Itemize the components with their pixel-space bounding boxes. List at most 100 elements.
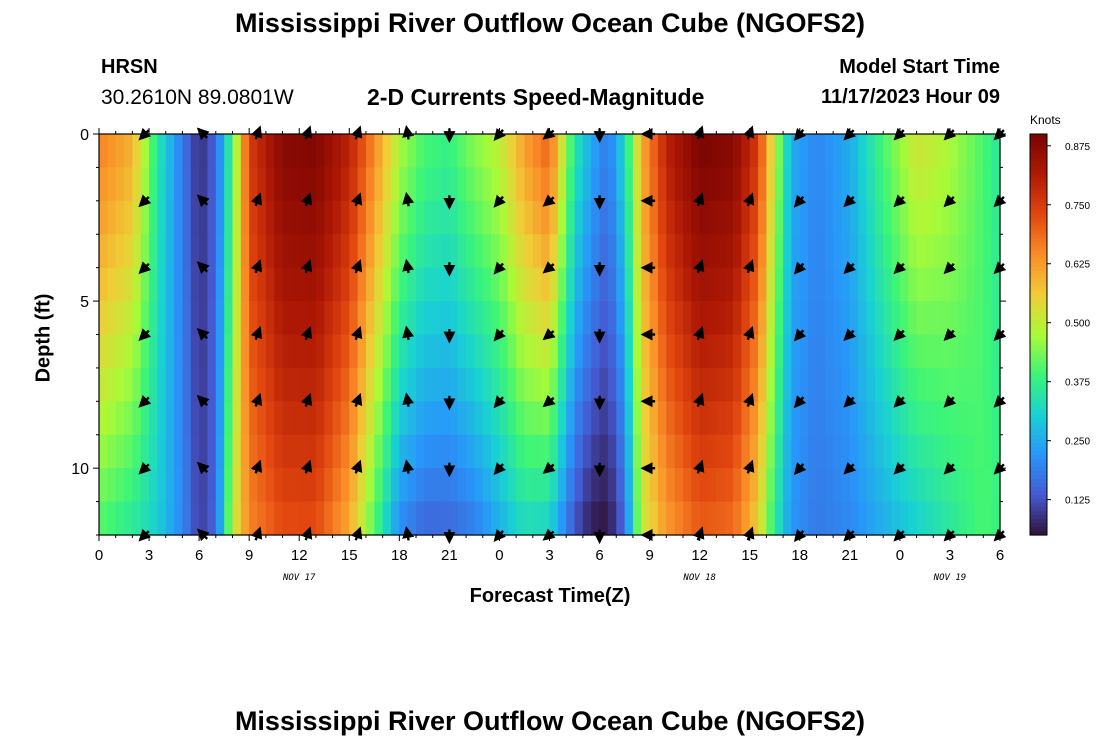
heatmap-cell xyxy=(524,134,534,169)
x-tick-label: 0 xyxy=(896,547,904,564)
heatmap-cell xyxy=(532,434,542,469)
heatmap-cell xyxy=(282,267,292,302)
heatmap-cell xyxy=(783,167,793,202)
current-vector-arrow xyxy=(350,192,363,207)
heatmap-cell xyxy=(599,234,609,269)
heatmap-cell xyxy=(357,234,367,269)
heatmap-cell xyxy=(774,167,784,202)
heatmap-cell xyxy=(340,468,350,503)
heatmap-cell xyxy=(157,401,167,436)
heatmap-cell xyxy=(741,501,751,536)
heatmap-cell xyxy=(966,434,976,469)
heatmap-cell xyxy=(983,200,993,235)
heatmap-cell xyxy=(899,367,909,402)
heatmap-cell xyxy=(441,501,450,536)
heatmap-cell xyxy=(908,167,918,202)
heatmap-cell xyxy=(708,367,717,402)
heatmap-cell xyxy=(941,200,951,235)
heatmap-cell xyxy=(924,267,934,302)
heatmap-cell xyxy=(140,501,150,536)
heatmap-cell xyxy=(883,501,893,536)
heatmap-cell xyxy=(699,267,709,302)
current-vector-arrow xyxy=(250,392,263,407)
heatmap-cell xyxy=(833,367,843,402)
heatmap-cell xyxy=(282,134,292,169)
heatmap-cell xyxy=(299,134,309,169)
heatmap-cell xyxy=(783,401,793,436)
heatmap-cell xyxy=(649,200,659,235)
colorbar-segment xyxy=(1030,394,1047,400)
heatmap-cell xyxy=(224,501,234,536)
heatmap-cell xyxy=(182,434,192,469)
heatmap-cell xyxy=(958,200,968,235)
heatmap-cell xyxy=(849,200,859,235)
heatmap-cell xyxy=(774,501,784,536)
heatmap-cell xyxy=(983,434,993,469)
heatmap-cell xyxy=(524,401,534,436)
colorbar-segment xyxy=(1030,214,1047,219)
heatmap-cell xyxy=(566,434,576,469)
heatmap-cell xyxy=(699,367,709,402)
heatmap-cell xyxy=(541,501,551,536)
heatmap-cell xyxy=(457,167,467,202)
heatmap-cell xyxy=(566,134,576,169)
heatmap-cell xyxy=(899,301,909,336)
heatmap-cell xyxy=(566,401,576,436)
heatmap-cell xyxy=(983,501,993,536)
heatmap-cell xyxy=(791,334,801,369)
colorbar-segment xyxy=(1030,498,1047,504)
colorbar-segment xyxy=(1030,374,1047,380)
heatmap-cell xyxy=(332,468,342,503)
heatmap-cell xyxy=(349,200,359,235)
x-tick-label: 12 xyxy=(691,547,708,564)
heatmap-cell xyxy=(374,334,384,369)
heatmap-cell xyxy=(257,167,267,202)
heatmap-cell xyxy=(232,501,242,536)
heatmap-cell xyxy=(933,367,943,402)
heatmap-cell xyxy=(724,200,734,235)
heatmap-cell xyxy=(682,334,692,369)
heatmap-cell xyxy=(799,200,809,235)
current-vector-arrow xyxy=(542,328,556,341)
colorbar-segment xyxy=(1030,182,1047,187)
heatmap-cell xyxy=(916,134,926,169)
heatmap-cell xyxy=(666,234,676,269)
heatmap-cell xyxy=(124,367,133,402)
heatmap-cell xyxy=(174,501,184,536)
heatmap-cell xyxy=(624,434,634,469)
heatmap-cell xyxy=(149,334,158,369)
heatmap-cell xyxy=(382,434,392,469)
heatmap-cell xyxy=(390,134,400,169)
heatmap-cell xyxy=(874,501,884,536)
heatmap-cell xyxy=(708,167,717,202)
heatmap-cell xyxy=(691,367,701,402)
heatmap-cell xyxy=(607,267,617,302)
heatmap-cell xyxy=(841,200,851,235)
heatmap-cell xyxy=(632,434,642,469)
heatmap-cell xyxy=(808,334,818,369)
heatmap-cell xyxy=(682,234,692,269)
heatmap-cell xyxy=(140,167,150,202)
heatmap-cell xyxy=(340,267,350,302)
heatmap-cell xyxy=(858,167,868,202)
heatmap-cell xyxy=(874,401,884,436)
heatmap-cell xyxy=(624,367,634,402)
heatmap-cell xyxy=(215,401,225,436)
heatmap-cell xyxy=(833,501,843,536)
heatmap-cell xyxy=(449,334,459,369)
heatmap-cell xyxy=(516,334,526,369)
colorbar-segment xyxy=(1030,306,1047,312)
heatmap-cell xyxy=(182,334,192,369)
heatmap-cell xyxy=(607,501,617,536)
heatmap-cell xyxy=(232,401,242,436)
heatmap-cell xyxy=(124,401,133,436)
heatmap-cell xyxy=(240,434,250,469)
heatmap-cell xyxy=(716,167,726,202)
heatmap-cell xyxy=(566,301,576,336)
heatmap-cell xyxy=(808,234,818,269)
heatmap-cell xyxy=(207,134,217,169)
heatmap-cell xyxy=(691,434,701,469)
heatmap-cell xyxy=(290,301,300,336)
heatmap-cell xyxy=(132,134,142,169)
current-vector-arrow xyxy=(843,395,857,408)
